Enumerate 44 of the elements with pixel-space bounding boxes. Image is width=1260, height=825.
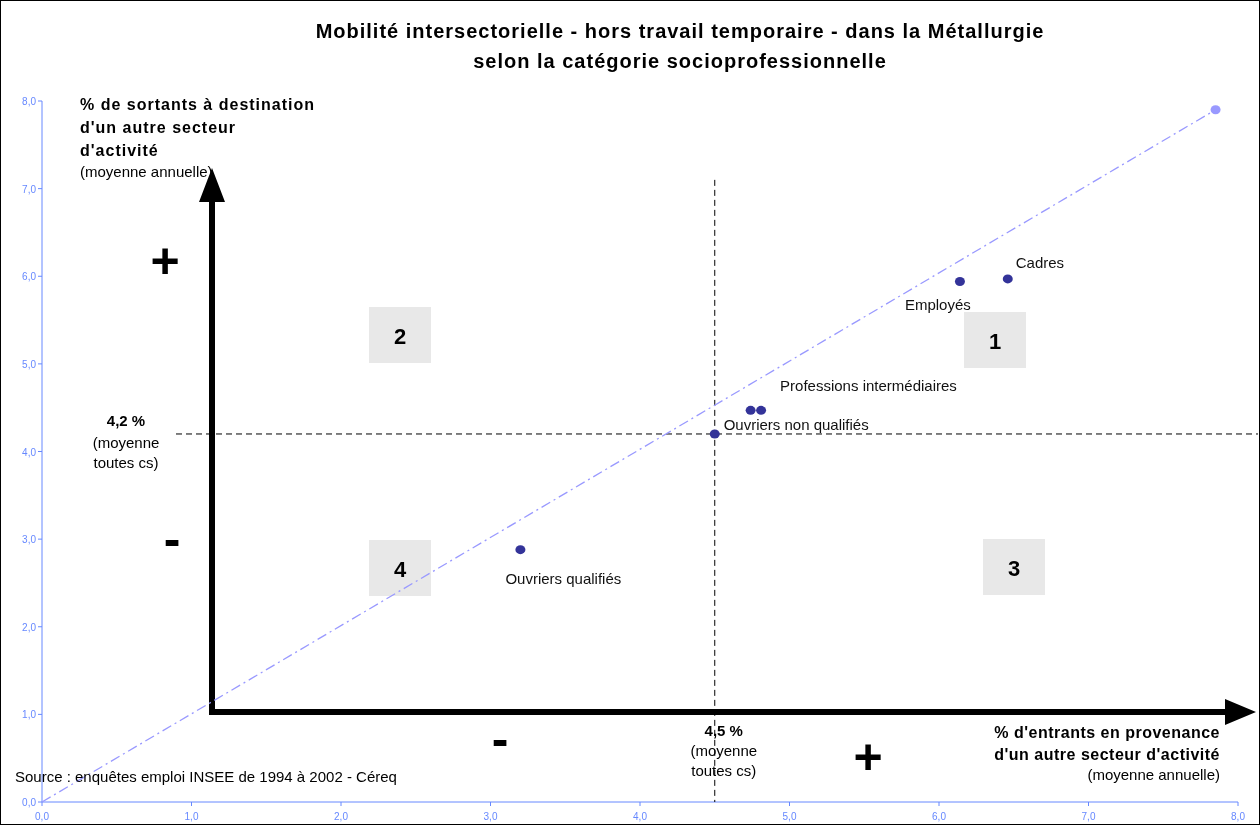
y-tick-label: 4,0 [22,446,37,458]
y-tick-label: 2,0 [22,621,37,633]
annotation: - [163,511,181,567]
y-tick-label: 3,0 [22,534,37,546]
y-tick-label: 0,0 [22,797,37,808]
x-tick-label: 4,0 [633,811,648,822]
point [954,277,965,287]
annotation: Source : enquêtes emploi INSEE de 1994 à 2002 - Céreq [15,768,397,785]
annotation: 1 [988,329,1002,354]
x-tick-label: 2,0 [334,811,349,822]
chart-title: Mobilité intersectorielle - hors travail temporaire - dans la Métallurgie [315,20,1045,42]
point [709,429,720,439]
annotation: 2 [393,324,407,349]
ref-line-label: 4,5 % (moyenne toutes cs) [690,722,758,779]
series-label: Cadres [1015,253,1065,271]
annotation: + [853,729,883,785]
series-label: Employés [904,295,971,313]
x-tick-label: 8,0 [1231,811,1246,822]
point [515,545,526,555]
y-tick-label: 5,0 [22,358,37,370]
y-tick-label: 6,0 [22,271,37,283]
annotation: 4 [393,557,407,582]
x-tick-label: 7,0 [1081,811,1096,822]
point [1210,105,1221,115]
series-label: Ouvriers non qualifiés [723,416,869,434]
x-tick-label: 1,0 [184,811,199,822]
annotation: 3 [1007,556,1021,581]
x-tick-label: 6,0 [932,811,947,822]
x-tick-label: 5,0 [782,811,797,822]
point [745,405,756,415]
x-tick-label: 3,0 [483,811,498,822]
x-axis-title: % d'entrants en provenance d'un autre secteur d'activité (moyenne annuelle) [994,724,1220,783]
annotation: - [491,711,509,767]
series-label: Professions intermédiaires [780,377,957,395]
y-tick-label: 7,0 [22,183,37,195]
point [756,405,767,415]
annotation: + [150,233,180,289]
chart-subtitle: selon la catégorie socioprofessionnelle [473,50,887,72]
point [1002,274,1013,284]
ref-line-label: 4,2 % (moyenne toutes cs) [92,411,160,471]
y-tick-label: 8,0 [22,96,37,107]
y-tick-label: 1,0 [22,709,37,721]
x-tick-label: 0,0 [35,811,50,822]
series-label: Ouvriers qualifiés [505,569,622,587]
